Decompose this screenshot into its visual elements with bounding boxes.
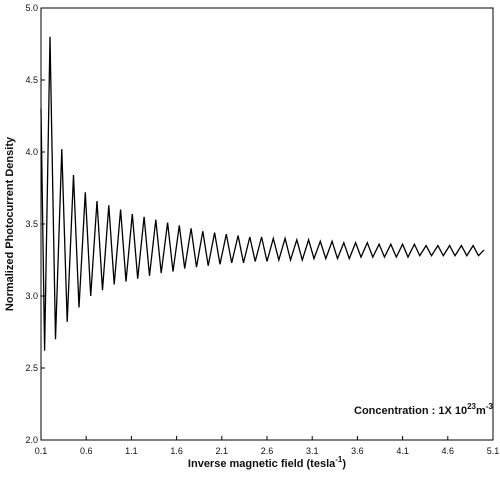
y-tick-label: 5.0 [25,3,38,13]
x-axis-title-tail: ) [342,458,346,470]
x-tick-label: 5.1 [487,446,500,456]
annotation-exponent-1: 23 [467,402,476,411]
y-tick-label: 3.5 [25,219,38,229]
x-tick-label: 0.6 [80,446,93,456]
x-axis-title-sup: -1 [335,455,343,464]
x-tick-label: 0.1 [35,446,48,456]
x-axis-title-main: Inverse magnetic field (tesla [188,458,336,470]
x-axis-ticks: 0.1 0.6 1.1 1.6 2.1 2.6 3.1 3.6 4.1 4.6 5.1 [35,436,500,456]
series-line [40,36,485,351]
y-tick-label: 3.0 [25,291,38,301]
x-axis-title: Inverse magnetic field (tesla-1) [188,455,346,470]
annotation-unit: m [476,405,486,417]
plot-frame [40,7,494,441]
y-axis-title: Normalized Photocurrent Density [4,136,16,311]
y-tick-label: 4.0 [25,147,38,157]
concentration-annotation: Concentration : 1X 1023m-3 [354,402,493,417]
x-tick-label: 3.6 [351,446,364,456]
x-tick-label: 1.6 [170,446,183,456]
x-tick-label: 4.6 [442,446,455,456]
y-tick-label: 2.5 [25,363,38,373]
x-tick-label: 1.1 [125,446,138,456]
annotation-exponent-2: -3 [486,402,494,411]
x-tick-label: 3.1 [306,446,319,456]
y-tick-label: 4.5 [25,75,38,85]
x-tick-label: 4.1 [396,446,409,456]
x-tick-label: 2.1 [216,446,229,456]
x-tick-label: 2.6 [261,446,274,456]
y-tick-label: 2.0 [25,435,38,445]
annotation-prefix: Concentration : 1X 10 [354,405,467,417]
